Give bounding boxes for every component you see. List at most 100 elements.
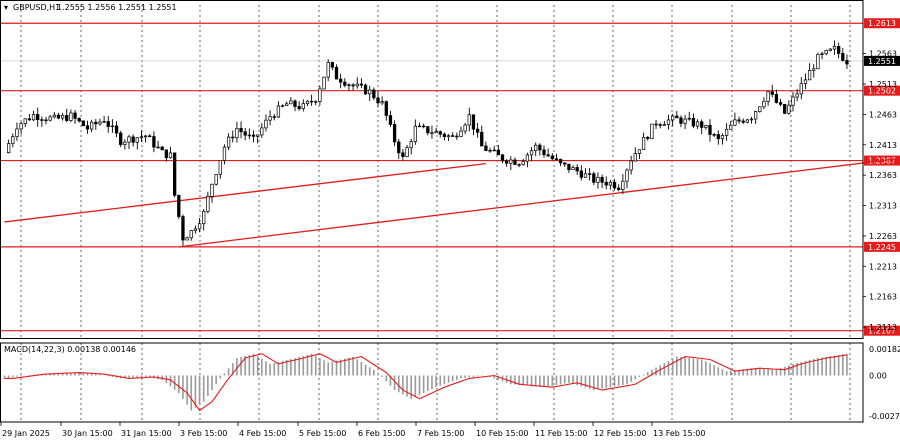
y-tick-label: 1.2213 xyxy=(869,262,897,271)
candle-body xyxy=(763,101,766,106)
candle-body xyxy=(667,120,670,125)
x-tick-label: 29 Jan 2025 xyxy=(2,429,50,438)
candle-body xyxy=(510,160,513,163)
candle-body xyxy=(493,150,496,151)
candle-body xyxy=(821,54,824,55)
level-price-label: 1.2613 xyxy=(868,19,896,28)
candle-body xyxy=(729,125,732,129)
candle-body xyxy=(165,150,168,158)
candle-body xyxy=(808,70,811,79)
candle-body xyxy=(236,128,239,137)
y-tick-label: 1.2163 xyxy=(869,293,897,302)
candle-body xyxy=(314,102,317,103)
candle-body xyxy=(244,132,247,135)
x-tick-label: 10 Feb 15:00 xyxy=(476,429,528,438)
candle-body xyxy=(248,135,251,136)
candle-body xyxy=(103,121,106,122)
candle-body xyxy=(846,60,849,64)
candle-body xyxy=(41,120,44,121)
y-tick-label: 1.2263 xyxy=(869,232,897,241)
y-tick-label: 1.2513 xyxy=(869,80,897,89)
candle-body xyxy=(240,128,243,131)
candle-body xyxy=(626,170,629,181)
candle-body xyxy=(700,122,703,128)
candle-body xyxy=(298,107,301,109)
candle-body xyxy=(684,119,687,123)
candle-body xyxy=(655,124,658,125)
candle-body xyxy=(140,137,143,138)
candle-body xyxy=(659,125,662,126)
x-tick-label: 6 Feb 15:00 xyxy=(358,429,405,438)
candle-body xyxy=(74,113,77,118)
candle-body xyxy=(759,107,762,112)
candle-body xyxy=(837,46,840,53)
candle-body xyxy=(568,164,571,170)
candle-body xyxy=(348,85,351,86)
candle-body xyxy=(783,104,786,113)
candle-body xyxy=(356,84,359,86)
candle-body xyxy=(82,121,85,126)
candle-body xyxy=(319,89,322,102)
candle-body xyxy=(24,119,27,124)
x-tick-label: 31 Jan 15:00 xyxy=(121,429,172,438)
candle-body xyxy=(402,153,405,157)
candle-body xyxy=(501,155,504,161)
candle-body xyxy=(111,126,114,127)
collapse-icon[interactable]: ▾ xyxy=(4,3,8,12)
candle-body xyxy=(45,120,48,121)
y-tick-label: 1.2113 xyxy=(869,323,897,332)
candle-body xyxy=(713,134,716,135)
candle-body xyxy=(107,121,110,126)
candle-body xyxy=(28,119,31,120)
candle-body xyxy=(173,153,176,195)
candle-body xyxy=(99,122,102,124)
candle-body xyxy=(202,211,205,223)
candle-body xyxy=(397,142,400,153)
candle-body xyxy=(368,90,371,94)
candle-body xyxy=(256,135,259,136)
y-tick-label: 1.2563 xyxy=(869,50,897,59)
candle-body xyxy=(476,129,479,132)
candle-body xyxy=(290,101,293,104)
ohlc-readout: 1.2555 1.2556 1.2551 1.2551 xyxy=(57,3,177,12)
candle-body xyxy=(651,124,654,138)
candle-body xyxy=(373,90,376,98)
candle-body xyxy=(327,62,330,77)
candle-body xyxy=(555,159,558,160)
candle-body xyxy=(746,120,749,122)
candle-body xyxy=(128,137,131,142)
candle-body xyxy=(543,150,546,155)
candle-body xyxy=(273,117,276,118)
candle-body xyxy=(414,126,417,141)
candle-body xyxy=(539,145,542,150)
candle-body xyxy=(435,132,438,133)
candle-body xyxy=(132,137,135,142)
candle-body xyxy=(49,117,52,120)
candle-body xyxy=(767,92,770,102)
candle-body xyxy=(792,97,795,105)
candle-body xyxy=(277,106,280,117)
candle-body xyxy=(124,142,127,144)
candle-body xyxy=(696,122,699,126)
candle-body xyxy=(269,117,272,120)
candle-body xyxy=(219,160,222,174)
x-tick-label: 3 Feb 15:00 xyxy=(180,429,227,438)
candle-body xyxy=(456,136,459,137)
candle-body xyxy=(613,182,616,188)
candle-body xyxy=(32,114,35,119)
candle-body xyxy=(663,125,666,126)
macd-tick-label: 0.00 xyxy=(869,372,887,381)
candle-body xyxy=(779,103,782,105)
candle-body xyxy=(705,125,708,127)
candle-body xyxy=(738,120,741,121)
candle-body xyxy=(601,177,604,182)
candle-body xyxy=(20,123,23,128)
candle-body xyxy=(771,92,774,95)
candle-body xyxy=(642,137,645,149)
candle-body xyxy=(261,128,264,135)
candle-body xyxy=(335,67,338,79)
candle-body xyxy=(323,77,326,89)
candle-body xyxy=(344,82,347,85)
candle-body xyxy=(812,69,815,71)
